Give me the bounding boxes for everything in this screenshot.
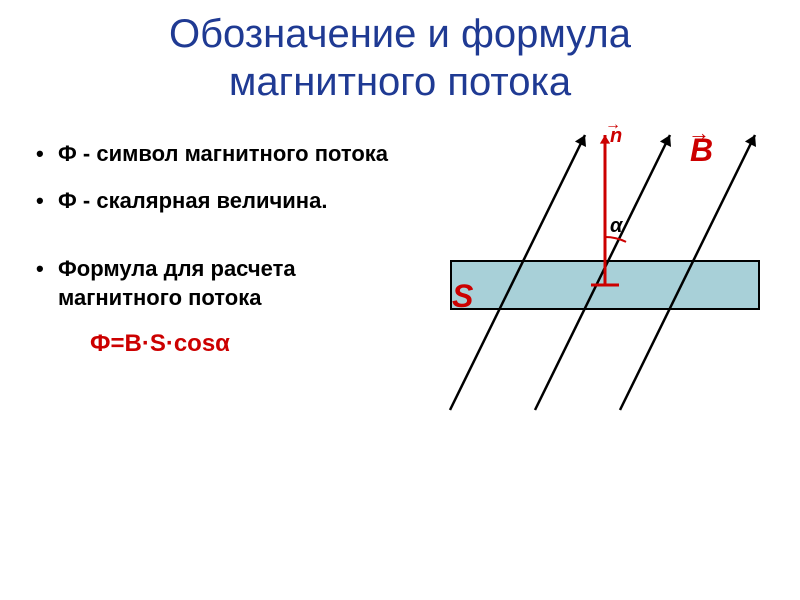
slide-title: Обозначение и формула магнитного потока <box>0 0 800 106</box>
n-vector-arrow: → <box>605 116 621 134</box>
normal-vector <box>591 135 619 285</box>
field-lines-group <box>450 135 756 410</box>
label-alpha: α <box>610 215 622 238</box>
title-line2: магнитного потока <box>0 58 800 106</box>
formula-text: Ф=B·S·cosα <box>30 330 390 358</box>
label-S: S <box>452 278 473 315</box>
b-vector-arrow: → <box>688 120 710 146</box>
bullet-3: Формула для расчета магнитного потока <box>30 255 390 312</box>
bullet-list: Ф - символ магнитного потока Ф - скалярн… <box>30 140 390 358</box>
magnetic-flux-diagram: n B S α → → <box>410 110 790 460</box>
bullet-2: Ф - скалярная величина. <box>30 187 390 216</box>
bullet-1: Ф - символ магнитного потока <box>30 140 390 169</box>
title-line1: Обозначение и формула <box>0 10 800 58</box>
